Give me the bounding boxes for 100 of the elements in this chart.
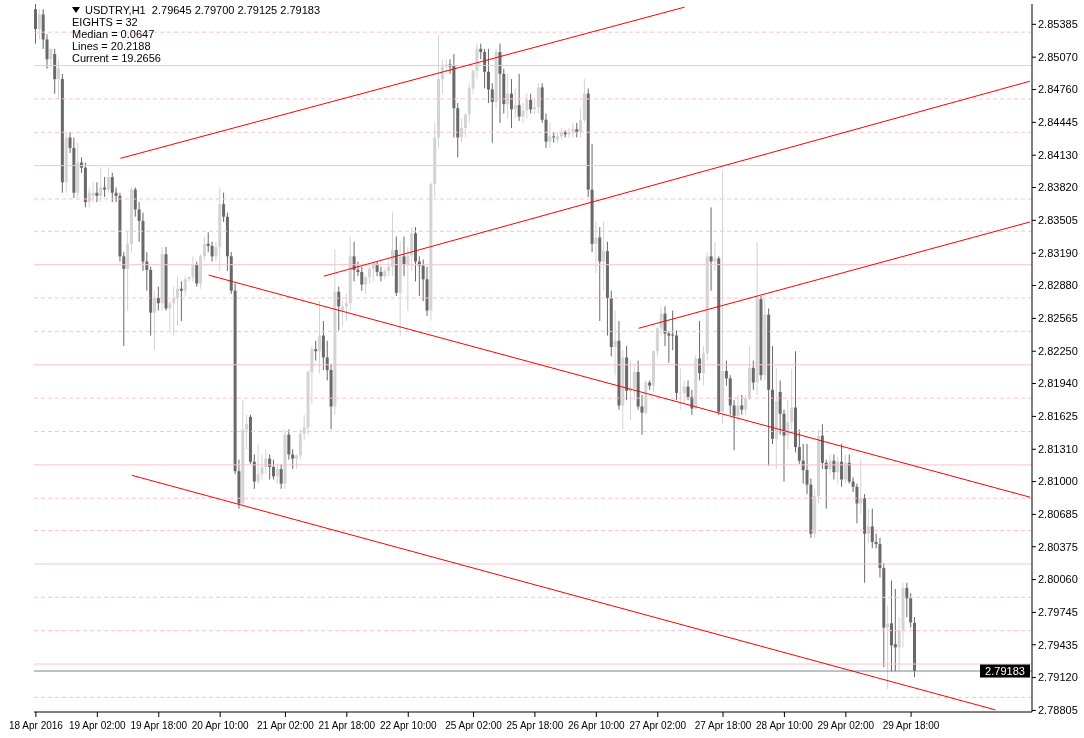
candlestick [521, 102, 525, 124]
candlestick [279, 463, 283, 490]
candlestick [271, 459, 275, 480]
candlestick [57, 58, 61, 100]
ref-line-label: 2.79183 [985, 665, 1025, 678]
candlestick [110, 172, 114, 203]
candlestick [156, 286, 160, 312]
candlestick [671, 310, 675, 351]
candlestick [909, 592, 913, 629]
y-tick-label: 2.84130 [1038, 149, 1078, 162]
x-tick-label: 19 Apr 02:00 [68, 720, 127, 731]
candlestick [91, 181, 95, 203]
candlestick [202, 236, 206, 263]
candlestick [786, 399, 790, 450]
candlestick [179, 280, 183, 322]
candlestick [548, 122, 552, 149]
candlestick [191, 255, 195, 282]
x-tick-label: 26 Apr 10:00 [567, 720, 626, 731]
candlestick [402, 236, 406, 277]
candlestick [371, 261, 375, 282]
candlestick [744, 394, 748, 416]
y-tick-label: 2.80375 [1038, 540, 1078, 553]
x-tick-label: 21 Apr 18:00 [318, 720, 376, 731]
candlestick [724, 360, 728, 387]
x-tick-label: 18 Apr 2016 [8, 720, 64, 731]
candlestick [321, 320, 325, 371]
y-tick-label: 2.83190 [1038, 247, 1078, 260]
candlestick [168, 300, 172, 331]
y-tick-label: 2.84760 [1038, 83, 1078, 96]
candlestick [594, 221, 598, 274]
candlestick [655, 325, 659, 357]
annotation: Median = 0.0647 [72, 28, 156, 40]
candlestick [318, 300, 322, 374]
candlestick [893, 588, 897, 672]
y-tick-label: 2.82250 [1038, 345, 1078, 358]
candlestick [99, 167, 103, 203]
y-tick-label: 2.79745 [1038, 606, 1078, 619]
candlestick [95, 181, 99, 203]
candlestick [287, 428, 291, 461]
y-tick-label: 2.80060 [1038, 573, 1078, 586]
candlestick [709, 206, 713, 292]
candlestick [406, 246, 410, 312]
candlestick [790, 368, 794, 430]
y-tick-label: 2.81310 [1038, 443, 1078, 456]
y-tick-label: 2.81000 [1038, 475, 1078, 488]
candlestick [195, 261, 199, 288]
x-tick-label: 20 Apr 10:00 [191, 720, 249, 731]
candlestick [252, 453, 256, 490]
candlestick [736, 394, 740, 421]
chart-title: USDTRY,H1 2.79645 2.79700 2.79125 2.79183 [85, 4, 321, 16]
x-tick-label: 25 Apr 18:00 [506, 720, 564, 731]
x-tick-label: 19 Apr 18:00 [130, 720, 188, 731]
y-tick-label: 2.79435 [1038, 638, 1078, 651]
candlestick [870, 508, 874, 549]
y-tick-label: 2.85385 [1038, 18, 1078, 31]
y-tick-label: 2.82565 [1038, 312, 1078, 325]
candlestick [256, 443, 260, 485]
annotation: Lines = 20.2188 [72, 40, 152, 52]
y-tick-label: 2.81625 [1038, 410, 1078, 423]
candlestick [152, 290, 156, 351]
x-tick-label: 25 Apr 02:00 [445, 720, 503, 731]
annotation: Current = 19.2656 [72, 52, 162, 64]
candlestick [713, 241, 717, 272]
candlestick [889, 580, 893, 672]
candlestick [298, 428, 302, 461]
candlestick [517, 73, 521, 122]
x-tick-label: 27 Apr 02:00 [629, 720, 687, 731]
candlestick [344, 293, 348, 322]
candlestick [552, 131, 556, 144]
candlestick [579, 107, 583, 138]
candlestick [886, 605, 890, 690]
candlestick [513, 87, 517, 120]
candlestick [106, 167, 110, 194]
candlestick [245, 414, 249, 450]
candlestick [525, 93, 529, 120]
y-tick-label: 2.84445 [1038, 116, 1078, 129]
candlestick [183, 275, 187, 297]
y-tick-label: 2.85070 [1038, 51, 1078, 64]
x-tick-label: 28 Apr 10:00 [756, 720, 814, 731]
candlestick [341, 300, 345, 327]
candlestick [682, 379, 686, 405]
candlestick [360, 266, 364, 292]
y-tick-label: 2.83820 [1038, 181, 1078, 194]
candlestick [905, 582, 909, 618]
candlestick [701, 345, 705, 387]
x-tick-label: 27 Apr 18:00 [694, 720, 752, 731]
candlestick [740, 394, 744, 416]
candlestick [598, 226, 602, 322]
candlestick [463, 112, 467, 138]
candlestick [210, 241, 214, 263]
candlestick [797, 428, 801, 465]
y-tick-label: 2.78805 [1038, 704, 1078, 717]
y-tick-label: 2.80685 [1038, 508, 1078, 521]
x-tick-label: 29 Apr 02:00 [817, 720, 875, 731]
candlestick [379, 266, 383, 282]
y-tick-label: 2.83505 [1038, 214, 1078, 227]
candlestick [866, 508, 870, 544]
candlestick [678, 367, 682, 411]
candlestick [103, 176, 107, 198]
y-tick-label: 2.82880 [1038, 279, 1078, 292]
